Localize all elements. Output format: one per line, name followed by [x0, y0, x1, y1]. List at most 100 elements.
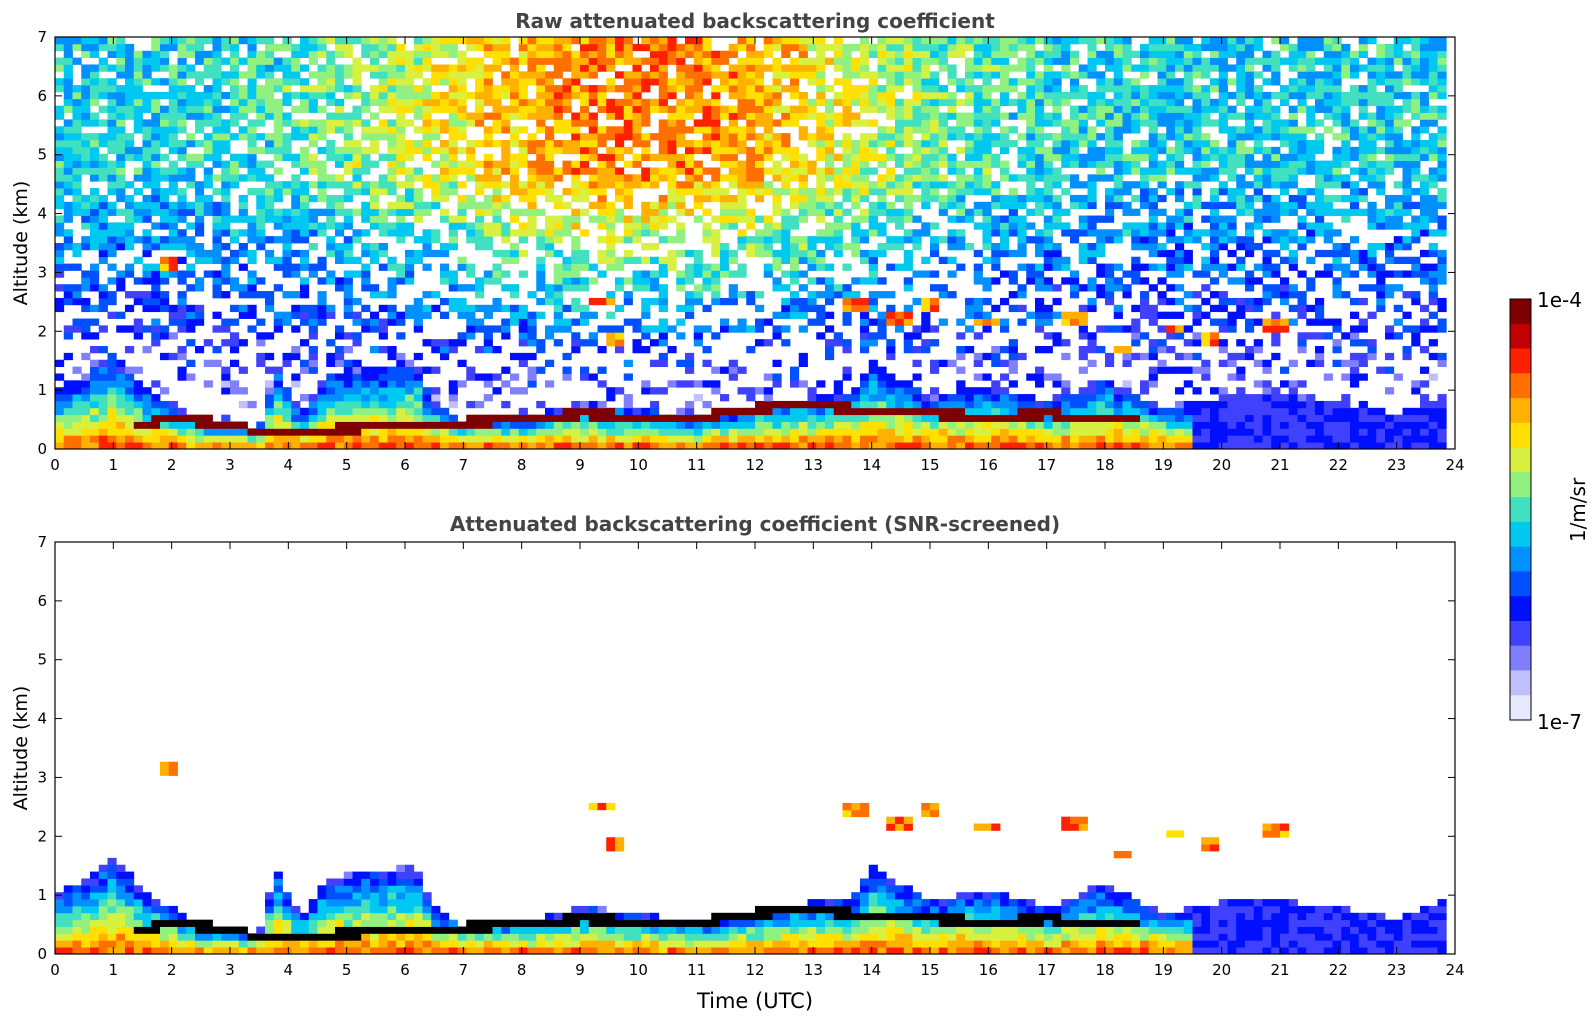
heatmap-cell [352, 78, 362, 86]
heatmap-cell [343, 407, 353, 416]
heatmap-cell [370, 194, 380, 203]
heatmap-cell [737, 366, 747, 374]
heatmap-cell [737, 160, 747, 168]
heatmap-cell [1087, 339, 1097, 347]
heatmap-cell [921, 112, 931, 120]
heatmap-cell [685, 414, 695, 422]
heatmap-cell [1078, 37, 1088, 45]
heatmap-cell [658, 263, 668, 271]
heatmap-cell [772, 167, 782, 175]
heatmap-cell [1000, 387, 1010, 395]
heatmap-cell [396, 85, 406, 93]
heatmap-cell [728, 366, 738, 374]
heatmap-cell [343, 366, 353, 374]
heatmap-cell [378, 133, 388, 141]
heatmap-cell [991, 105, 1001, 113]
heatmap-cell [510, 291, 520, 299]
heatmap-cell [1043, 133, 1053, 141]
heatmap-cell [755, 133, 765, 141]
heatmap-cell [912, 421, 922, 429]
heatmap-cell [195, 57, 205, 65]
heatmap-cell [475, 346, 485, 354]
heatmap-cell [693, 140, 703, 148]
heatmap-cell [641, 105, 651, 113]
heatmap-cell [536, 277, 546, 285]
heatmap-cell [527, 373, 537, 381]
heatmap-cell [466, 284, 476, 292]
heatmap-cell [387, 400, 397, 409]
heatmap-cell [168, 318, 178, 326]
heatmap-cell [142, 229, 152, 237]
heatmap-cell [160, 78, 170, 86]
heatmap-cell [1078, 64, 1088, 72]
heatmap-cell [982, 112, 992, 120]
heatmap-cell [973, 373, 983, 381]
heatmap-cell [938, 133, 948, 141]
heatmap-cell [833, 64, 843, 72]
heatmap-cell [1043, 112, 1053, 120]
heatmap-cell [186, 318, 196, 326]
heatmap-cell [737, 133, 747, 141]
heatmap-cell [877, 222, 887, 230]
heatmap-cell [1087, 359, 1097, 367]
heatmap-cell [860, 215, 870, 223]
heatmap-cell [588, 140, 598, 148]
heatmap-cell [1008, 394, 1018, 402]
heatmap-cell [116, 181, 126, 189]
heatmap-cell [387, 256, 397, 264]
heatmap-cell [877, 277, 887, 285]
heatmap-cell [1008, 98, 1018, 107]
heatmap-cell [256, 428, 266, 436]
heatmap-cell [1061, 188, 1071, 196]
heatmap-cell [667, 428, 677, 436]
heatmap-cell [81, 98, 91, 107]
heatmap-cell [973, 188, 983, 196]
heatmap-cell [1000, 215, 1010, 223]
heatmap-cell [877, 98, 887, 107]
heatmap-cell [431, 400, 441, 409]
heatmap-cell [413, 64, 423, 72]
heatmap-cell [475, 37, 485, 45]
heatmap-cell [650, 208, 660, 216]
heatmap-cell [256, 105, 266, 113]
heatmap-cell [553, 146, 563, 155]
heatmap-cell [125, 194, 135, 203]
heatmap-cell [238, 284, 248, 292]
heatmap-cell [361, 43, 371, 52]
heatmap-cell [492, 263, 502, 271]
heatmap-cell [833, 181, 843, 189]
heatmap-cell [72, 91, 82, 100]
heatmap-cell [877, 400, 887, 409]
heatmap-cell [1043, 181, 1053, 189]
heatmap-cell [1078, 160, 1088, 168]
heatmap-cell [1113, 421, 1123, 429]
heatmap-cell [116, 222, 126, 230]
heatmap-cell [343, 188, 353, 196]
heatmap-cell [431, 64, 441, 72]
heatmap-cell [151, 428, 161, 436]
heatmap-cell [833, 215, 843, 223]
heatmap-cell [247, 153, 257, 161]
heatmap-cell [886, 263, 896, 271]
heatmap-cell [300, 85, 310, 93]
heatmap-cell [343, 126, 353, 134]
heatmap-cell [142, 400, 152, 409]
heatmap-cell [816, 256, 826, 264]
heatmap-cell [676, 160, 686, 168]
heatmap-cell [597, 153, 607, 161]
heatmap-cell [895, 428, 905, 436]
heatmap-cell [116, 380, 126, 388]
heatmap-cell [623, 112, 633, 120]
heatmap-cell [1087, 194, 1097, 203]
heatmap-cell [763, 414, 773, 422]
heatmap-cell [422, 181, 432, 189]
heatmap-cell [387, 140, 397, 148]
heatmap-cell [413, 373, 423, 381]
heatmap-cell [860, 380, 870, 388]
heatmap-cell [1113, 428, 1123, 436]
heatmap-cell [518, 91, 528, 100]
heatmap-cell [378, 229, 388, 237]
heatmap-cell [168, 208, 178, 216]
heatmap-cell [912, 387, 922, 395]
heatmap-cell [536, 98, 546, 107]
